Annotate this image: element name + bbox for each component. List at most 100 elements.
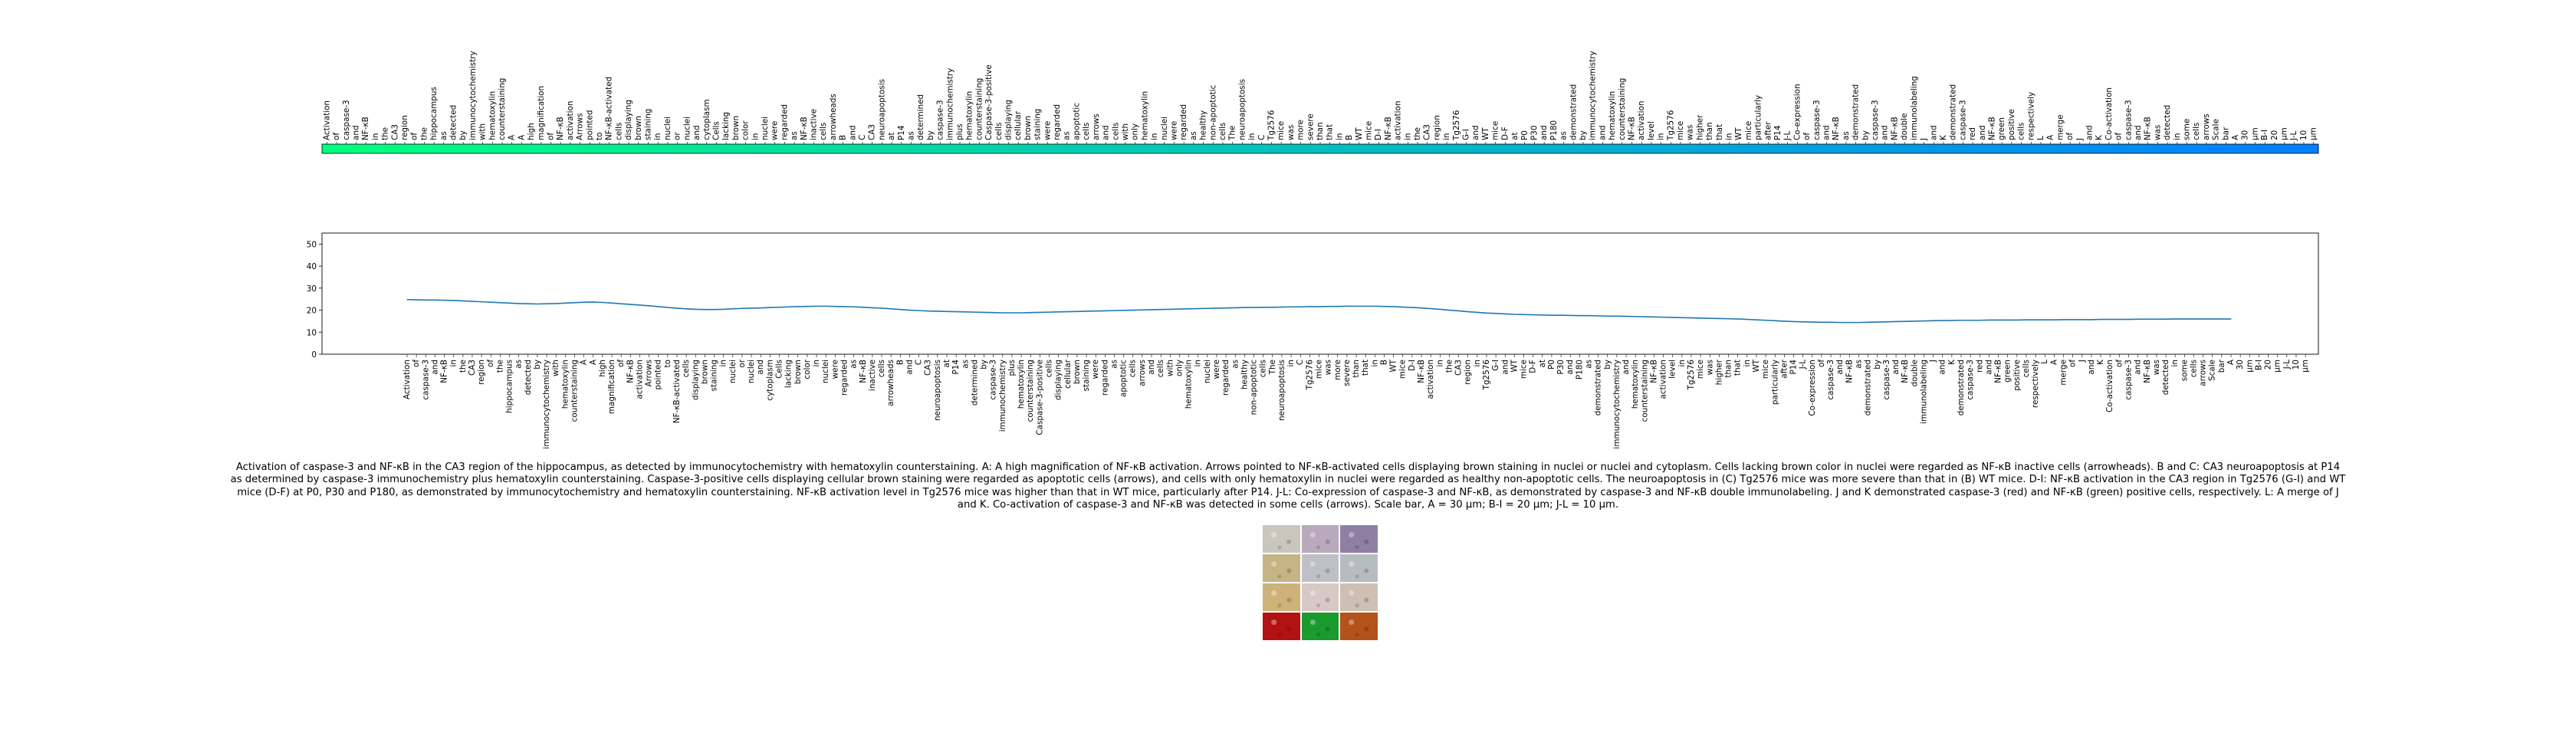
heatmap-tick-label: μm	[2309, 127, 2318, 140]
heatmap-cell	[1042, 144, 1053, 153]
heatmap-tick-label: arrows	[1092, 113, 1101, 140]
heatmap-cell	[1237, 144, 1248, 153]
heatmap-tick-label: the	[419, 127, 429, 140]
x-tick-label: NF-κB	[1901, 360, 1910, 383]
x-tick-label: demonstrated	[1864, 360, 1873, 416]
x-tick-label: merge	[2059, 360, 2068, 386]
heatmap-tick-label: D-I	[1374, 129, 1383, 140]
heatmap-strip	[321, 143, 2319, 154]
x-tick-label: double	[1910, 360, 1919, 386]
x-tick-label: and	[1500, 360, 1510, 375]
heatmap-cell	[1627, 144, 1638, 153]
x-tick-label: of	[2068, 360, 2078, 367]
line-point	[2072, 319, 2074, 320]
line-point	[2221, 318, 2223, 320]
line-point	[1365, 305, 1366, 307]
heatmap-cell	[1130, 144, 1141, 153]
x-tick-label: brown	[1073, 360, 1082, 384]
heatmap-cell	[1909, 144, 1920, 153]
x-tick-label: WT	[1510, 359, 1519, 372]
heatmap-cell	[1704, 144, 1715, 153]
x-tick-label: B	[1379, 360, 1388, 365]
x-tick-label: non-apoptotic	[1250, 360, 1259, 416]
x-tick-label: cytoplasm	[765, 360, 774, 401]
heatmap-cell	[1169, 144, 1180, 153]
x-tick-label: D-F	[1529, 360, 1538, 373]
heatmap-tick-label: cells	[2017, 123, 2026, 140]
heatmap-tick-label: in	[1403, 133, 1412, 140]
heatmap-cell	[1188, 144, 1199, 153]
line-point	[1792, 320, 1795, 323]
x-tick-label: displaying	[1054, 360, 1063, 400]
heatmap-tick-label: pointed	[585, 110, 594, 141]
heatmap-cell	[1539, 144, 1549, 153]
heatmap-tick-labels: Activation of caspase-3 and NF-κB in the CA3 reg…	[322, 51, 2318, 144]
x-tick-label: as	[961, 360, 970, 369]
heatmap-tick-label: higher	[1695, 114, 1704, 140]
heatmap-tick-label: NF-κB	[556, 117, 565, 140]
heatmap-cell	[2220, 144, 2231, 153]
x-tick-label: as	[1584, 360, 1593, 369]
heatmap-tick-label: A	[2046, 134, 2055, 140]
x-tick-label: inactive	[868, 360, 877, 391]
heatmap-cell	[2114, 144, 2124, 153]
x-tick-label: in	[1473, 360, 1482, 366]
line-point	[2183, 318, 2185, 320]
heatmap-cell	[682, 144, 692, 153]
heatmap-tick-label: L	[2036, 136, 2045, 140]
x-tick-label: only	[1175, 360, 1184, 376]
x-tick-label: Tg2576	[1305, 360, 1314, 390]
x-tick-label: of	[412, 360, 421, 367]
heatmap-cell	[1393, 144, 1404, 153]
x-tick-label: hematoxylin	[1184, 360, 1194, 409]
heatmap-tick-label: in	[1150, 133, 1159, 140]
heatmap-tick-label: NF-κB	[361, 117, 370, 140]
x-tick-label: mice	[1761, 360, 1770, 379]
line-point	[2128, 319, 2130, 320]
heatmap-tick-label: detected	[2163, 105, 2172, 140]
x-tick-label: activation	[1659, 360, 1668, 399]
x-tick-label: that	[1361, 360, 1370, 376]
heatmap-tick-label: B	[839, 135, 848, 140]
x-tick-label: particularly	[1770, 360, 1779, 405]
x-tick-label: region	[1464, 360, 1473, 385]
line-point	[1523, 314, 1525, 315]
heatmap-tick-label: by	[458, 130, 468, 140]
heatmap-tick-label: of	[547, 133, 556, 140]
x-tick-label: Caspase-3-positive	[1035, 360, 1044, 435]
heatmap-cell	[760, 144, 770, 153]
heatmap-cell	[2123, 144, 2134, 153]
x-tick-label: or	[738, 359, 747, 367]
x-tick-label: NF-κB	[1994, 360, 2003, 383]
line-point	[583, 301, 585, 303]
x-tick-label: cells	[1045, 360, 1054, 377]
x-tick-label: in	[1743, 360, 1752, 366]
heatmap-cell	[546, 144, 557, 153]
heatmap-tick-label: color	[741, 120, 751, 140]
x-tick-label: cells	[1156, 360, 1165, 377]
x-tick-label: neuroapoptosis	[1277, 360, 1286, 421]
x-tick-label: J	[1929, 360, 1938, 363]
heatmap-cell	[1685, 144, 1696, 153]
line-point	[1551, 314, 1552, 316]
x-tick-label: hematoxylin	[1017, 360, 1026, 409]
heatmap-cell	[1880, 144, 1891, 153]
heatmap-cell	[429, 144, 439, 153]
heatmap-cell	[1305, 144, 1316, 153]
heatmap-cell	[399, 144, 410, 153]
x-tick-label: lacking	[784, 360, 794, 388]
x-tick-label: demonstrated	[1594, 360, 1603, 416]
heatmap-cell	[1178, 144, 1189, 153]
heatmap-tick-label: were	[1043, 121, 1052, 140]
heatmap-tick-label: was	[2153, 125, 2162, 140]
x-tick-label: in	[812, 360, 821, 366]
heatmap-cell	[692, 144, 702, 153]
x-tick-label: nuclei	[728, 360, 738, 383]
heatmap-tick-label: counterstaining	[1618, 78, 1627, 140]
line-point	[564, 302, 566, 304]
heatmap-cell	[478, 144, 488, 153]
line-point	[1151, 309, 1152, 310]
heatmap-cell	[1033, 144, 1043, 153]
heatmap-tick-label: at	[1510, 133, 1520, 140]
heatmap-tick-label: WT	[1481, 127, 1490, 140]
